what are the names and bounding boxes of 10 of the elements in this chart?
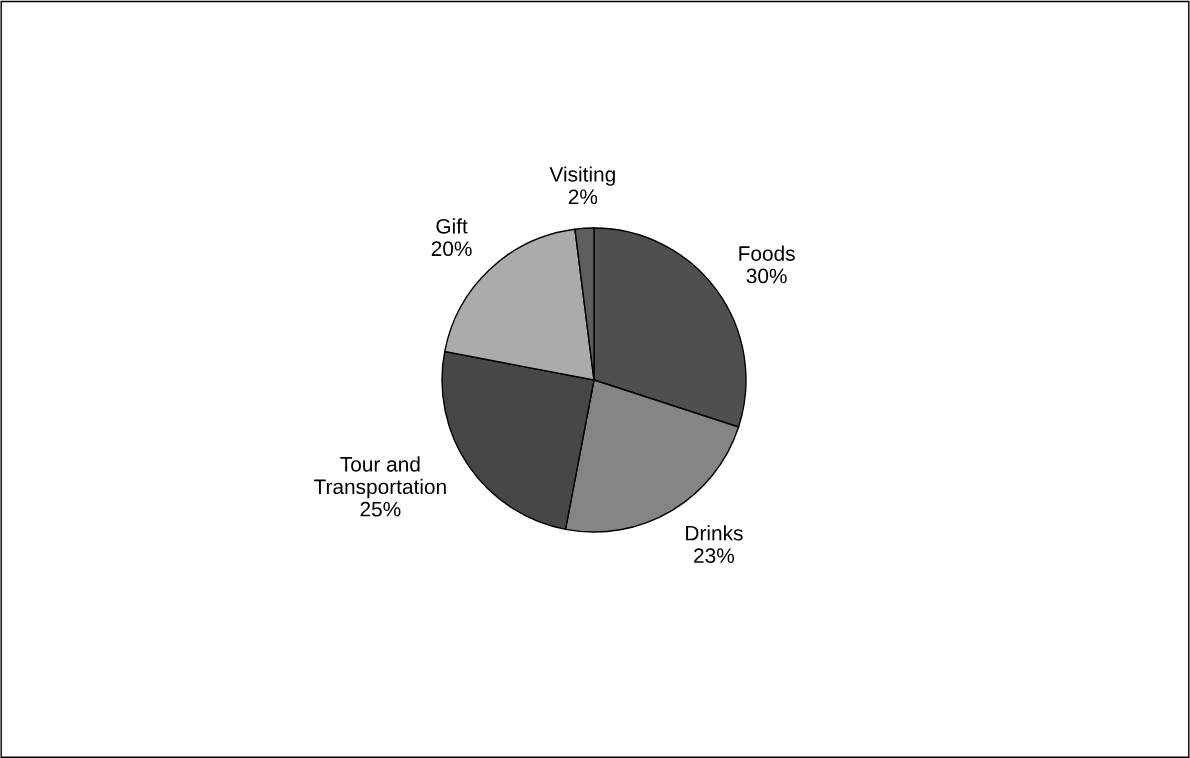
data-label: 2% [568,189,598,205]
data-label: 20% [431,241,472,257]
data-label: 30% [746,268,787,284]
slice-label: Drinks [686,525,743,541]
slice-label: Tour and Transportation [314,456,446,499]
data-label: 23% [694,548,735,563]
slice-label: Gift [436,218,468,234]
slice-label: Foods [739,245,795,261]
data-label: 25% [360,501,401,517]
slice-label: Visiting [549,166,615,186]
